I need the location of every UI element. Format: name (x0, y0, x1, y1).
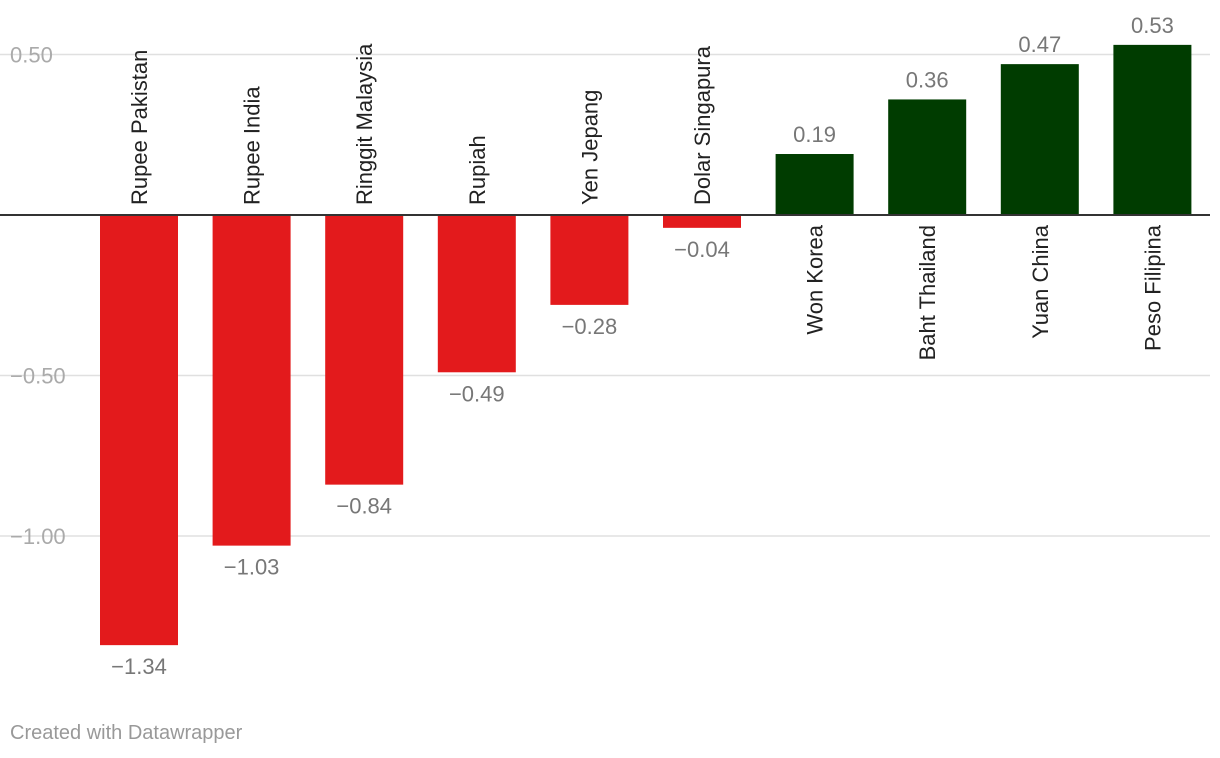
value-label: −1.34 (111, 654, 167, 679)
category-label: Rupee Pakistan (127, 50, 152, 205)
y-tick-label: 0.50 (10, 43, 53, 68)
value-label: 0.47 (1018, 32, 1061, 57)
value-label: −0.84 (336, 494, 392, 519)
category-label: Peso Filipina (1140, 224, 1165, 351)
value-label: −0.49 (449, 381, 505, 406)
value-label: −0.28 (562, 314, 618, 339)
bar (1113, 44, 1192, 216)
value-label: 0.36 (906, 67, 949, 92)
category-label: Rupee India (240, 86, 265, 205)
bar (437, 215, 516, 373)
category-label: Yuan China (1028, 224, 1053, 339)
category-label: Dolar Singapura (690, 45, 715, 205)
bar-chart: 0.50 −0.50 −1.00 −1.34 Rupee Pakistan −1.03 Ru… (0, 13, 1210, 679)
bar (325, 215, 404, 485)
category-label: Yen Jepang (577, 90, 602, 205)
bar (888, 99, 967, 215)
bar (775, 154, 854, 215)
bar (212, 215, 291, 546)
category-label: Rupiah (465, 135, 490, 205)
value-label: 0.53 (1131, 13, 1174, 38)
category-label: Won Korea (803, 224, 828, 334)
y-tick-label: −1.00 (10, 524, 66, 549)
category-label: Ringgit Malaysia (352, 43, 377, 205)
bar (663, 215, 741, 228)
bar (100, 215, 178, 646)
value-label: −1.03 (224, 555, 280, 580)
category-label: Baht Thailand (915, 225, 940, 360)
value-label: 0.19 (793, 122, 836, 147)
credit-text: Created with Datawrapper (10, 722, 243, 744)
bar (1000, 64, 1079, 215)
value-label: −0.04 (674, 237, 730, 262)
chart-area: 0.50 −0.50 −1.00 −1.34 Rupee Pakistan −1.03 Ru… (0, 13, 1210, 679)
bar (550, 215, 629, 305)
y-tick-label: −0.50 (10, 364, 66, 389)
